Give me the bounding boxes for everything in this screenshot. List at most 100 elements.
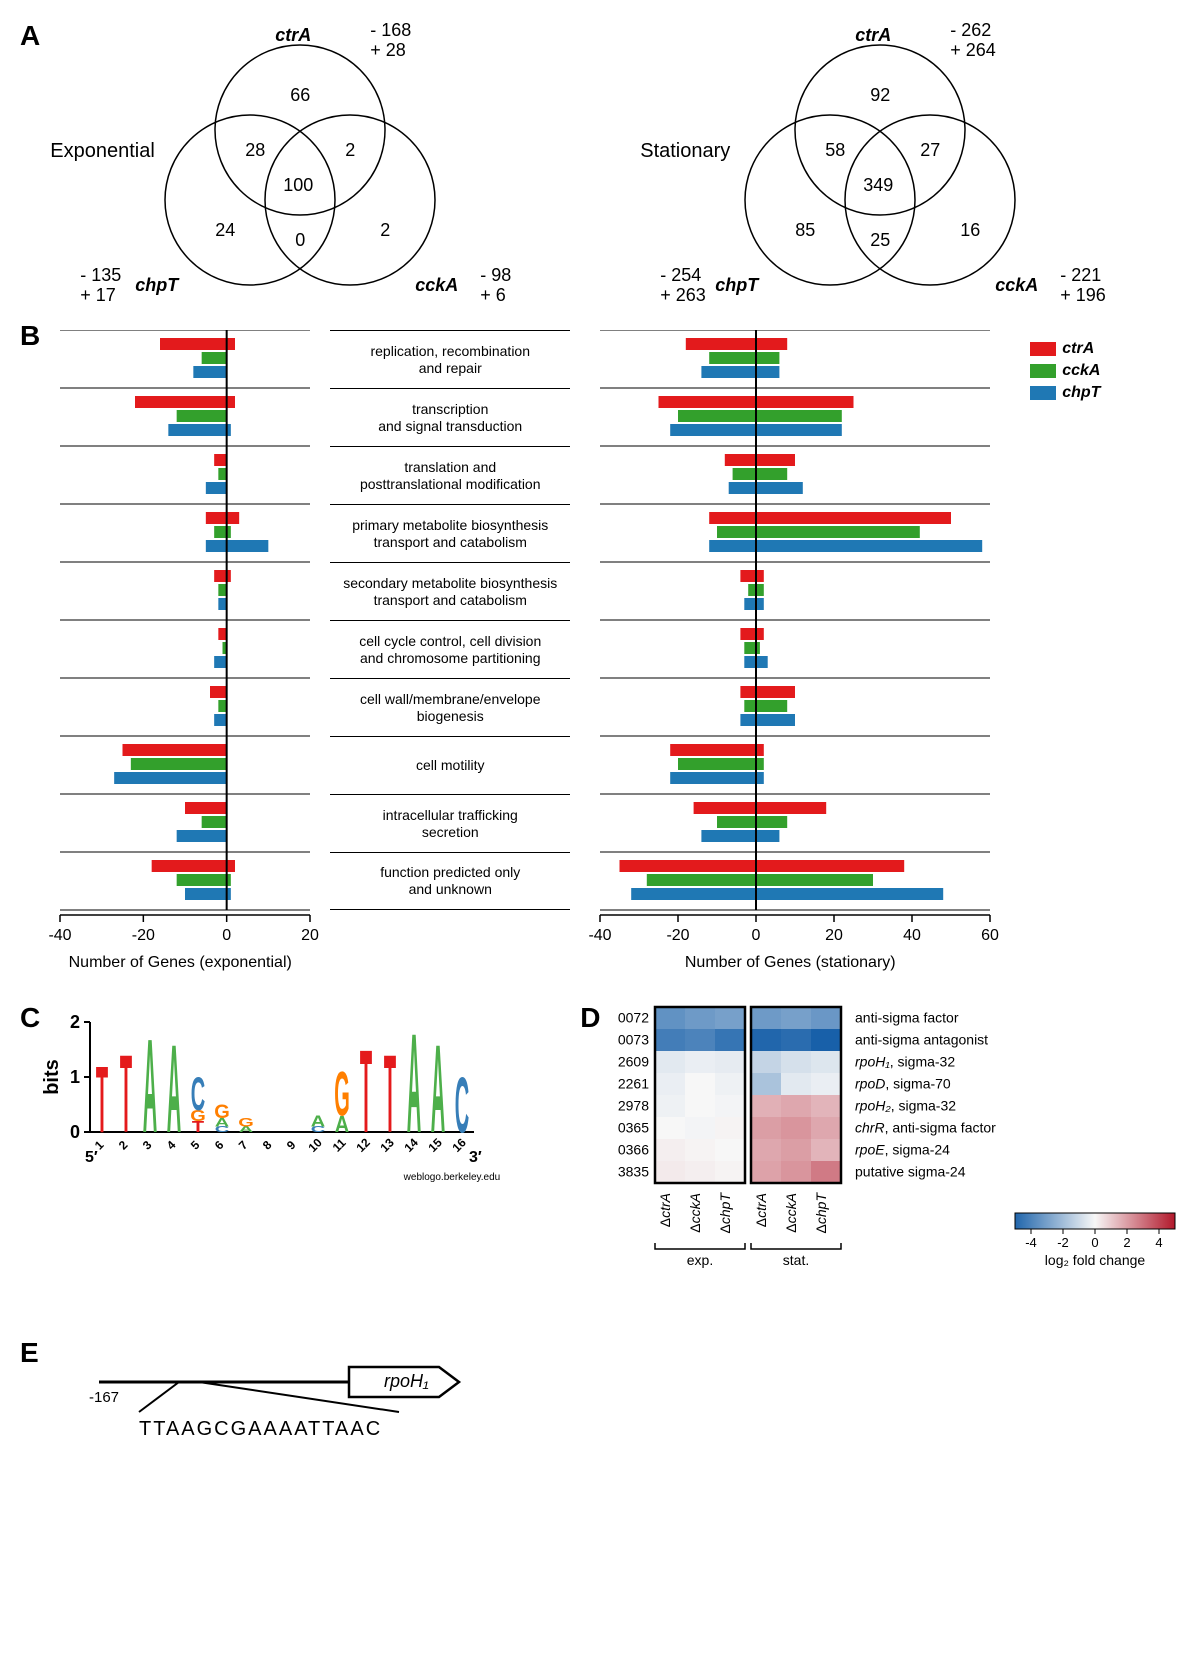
panel-b-label: B — [20, 320, 40, 972]
svg-text:10: 10 — [306, 1135, 326, 1155]
legend-text: ctrA — [1062, 340, 1094, 358]
cckA-neg: - 221 — [1060, 265, 1101, 286]
svg-text:chrR, anti-sigma factor: chrR, anti-sigma factor — [855, 1119, 996, 1135]
category-label: intracellular traffickingsecretion — [330, 805, 570, 843]
svg-text:ΔcckA: ΔcckA — [687, 1193, 703, 1233]
svg-text:11: 11 — [330, 1136, 349, 1155]
svg-text:20: 20 — [825, 927, 843, 944]
svg-text:stat.: stat. — [783, 1252, 809, 1268]
category-row: cell cycle control, cell divisionand chr… — [330, 620, 570, 678]
svg-text:ΔchpT: ΔchpT — [717, 1192, 733, 1234]
chpT-pos: + 17 — [80, 285, 116, 306]
region-all: 100 — [283, 175, 313, 196]
panel-c-label: C — [20, 1002, 40, 1327]
panel-d-wrap: D 0072anti-sigma factor0073anti-sigma an… — [580, 1002, 1190, 1327]
svg-text:-40: -40 — [49, 927, 72, 944]
sequence: TTAAGCGAAAATTAAC — [139, 1418, 382, 1440]
set-chpT: chpT — [715, 275, 758, 296]
phase-label: Exponential — [50, 140, 155, 163]
category-label: function predicted onlyand unknown — [330, 862, 570, 900]
region-ac: 28 — [245, 140, 265, 161]
svg-text:T: T — [96, 1048, 108, 1153]
barchart-stationary: -40-200204060 Number of Genes (stationar… — [580, 330, 1000, 972]
svg-text:-20: -20 — [132, 927, 155, 944]
legend-swatch — [1030, 342, 1056, 356]
panel-b: -40-20020 Number of Genes (exponential) … — [40, 330, 1100, 972]
category-row: primary metabolite biosynthesistransport… — [330, 504, 570, 562]
svg-text:4: 4 — [1156, 1235, 1163, 1250]
category-label: cell motility — [330, 755, 570, 776]
region-ctrA: 66 — [290, 85, 310, 106]
panel-c: 012bits1T2T3A4A5TGC6CAG7AG8910CA11AG12T1… — [40, 1002, 540, 1327]
category-label: cell wall/membrane/envelopebiogenesis — [330, 689, 570, 727]
region-chpT: 24 — [215, 220, 235, 241]
svg-text:C: C — [455, 1062, 469, 1150]
svg-text:ΔctrA: ΔctrA — [657, 1193, 673, 1227]
svg-text:3′: 3′ — [469, 1149, 482, 1166]
ctrA-neg: - 168 — [370, 20, 411, 41]
svg-text:ΔchpT: ΔchpT — [813, 1192, 829, 1234]
ctrA-neg: - 262 — [950, 20, 991, 41]
svg-text:anti-sigma antagonist: anti-sigma antagonist — [855, 1031, 988, 1047]
legend: ctrAcckAchpT — [1030, 340, 1100, 402]
svg-text:ΔctrA: ΔctrA — [753, 1193, 769, 1227]
gene-name: rpoH₁ — [384, 1371, 429, 1391]
svg-text:40: 40 — [903, 927, 921, 944]
svg-text:2: 2 — [1124, 1235, 1131, 1250]
panel-e: rpoH₁ -167 TTAAGCGAAAATTAAC — [39, 1357, 519, 1462]
category-row: secondary metabolite biosynthesistranspo… — [330, 562, 570, 620]
category-label: secondary metabolite biosynthesistranspo… — [330, 573, 570, 611]
chpT-neg: - 135 — [80, 265, 121, 286]
bars-exp-svg: -40-20020 — [40, 330, 320, 950]
svg-text:2261: 2261 — [618, 1075, 649, 1091]
svg-text:2609: 2609 — [618, 1053, 649, 1069]
panel-a: Exponential ctrA - 168 + 28 chpT - 135 +… — [40, 20, 1140, 310]
panel-a-row: A Exponential ctrA - 168 + 28 chpT - 135… — [20, 20, 1180, 310]
svg-text:G: G — [238, 1116, 254, 1129]
svg-text:T: T — [120, 1032, 132, 1156]
svg-text:putative sigma-24: putative sigma-24 — [855, 1163, 966, 1179]
bars-stat-svg: -40-200204060 — [580, 330, 1000, 950]
svg-text:0072: 0072 — [618, 1009, 649, 1025]
svg-text:anti-sigma factor: anti-sigma factor — [855, 1009, 959, 1025]
svg-text:A: A — [143, 1013, 157, 1161]
svg-text:log₂ fold change: log₂ fold change — [1045, 1252, 1146, 1268]
panel-a-label: A — [20, 20, 40, 310]
set-ctrA: ctrA — [855, 25, 891, 46]
panel-c-wrap: C 012bits1T2T3A4A5TGC6CAG7AG8910CA11AG12… — [20, 1002, 540, 1327]
panel-e-label: E — [20, 1337, 39, 1462]
svg-text:T: T — [384, 1032, 396, 1156]
category-row: function predicted onlyand unknown — [330, 852, 570, 910]
ctrA-pos: + 28 — [370, 40, 406, 61]
legend-swatch — [1030, 364, 1056, 378]
svg-text:0365: 0365 — [618, 1119, 649, 1135]
svg-text:-40: -40 — [589, 927, 612, 944]
svg-text:C: C — [191, 1067, 205, 1120]
gene-diagram-svg: rpoH₁ -167 TTAAGCGAAAATTAAC — [39, 1357, 519, 1457]
svg-text:rpoH₂, sigma-32: rpoH₂, sigma-32 — [855, 1097, 956, 1113]
svg-text:8: 8 — [260, 1138, 275, 1153]
set-cckA: cckA — [415, 275, 458, 296]
category-row: intracellular traffickingsecretion — [330, 794, 570, 852]
svg-text:T: T — [360, 1025, 372, 1157]
region-ac: 58 — [825, 140, 845, 161]
svg-text:1: 1 — [70, 1067, 80, 1087]
svg-text:ΔcckA: ΔcckA — [783, 1193, 799, 1233]
venn-exponential: Exponential ctrA - 168 + 28 chpT - 135 +… — [40, 20, 560, 310]
svg-text:5′: 5′ — [85, 1149, 98, 1166]
svg-text:6: 6 — [212, 1138, 227, 1153]
region-ck: 0 — [295, 230, 305, 251]
svg-text:3835: 3835 — [618, 1163, 649, 1179]
set-cckA: cckA — [995, 275, 1038, 296]
chpT-neg: - 254 — [660, 265, 701, 286]
category-row: replication, recombinationand repair — [330, 330, 570, 388]
svg-text:A: A — [167, 1020, 181, 1160]
seqlogo-svg: 012bits1T2T3A4A5TGC6CAG7AG8910CA11AG12T1… — [40, 1002, 520, 1172]
svg-text:0: 0 — [70, 1122, 80, 1142]
svg-text:rpoD, sigma-70: rpoD, sigma-70 — [855, 1075, 951, 1091]
svg-text:A: A — [407, 1006, 421, 1163]
set-chpT: chpT — [135, 275, 178, 296]
svg-text:rpoH₁, sigma-32: rpoH₁, sigma-32 — [855, 1053, 955, 1069]
category-label: primary metabolite biosynthesistransport… — [330, 515, 570, 553]
svg-text:-2: -2 — [1058, 1235, 1070, 1250]
